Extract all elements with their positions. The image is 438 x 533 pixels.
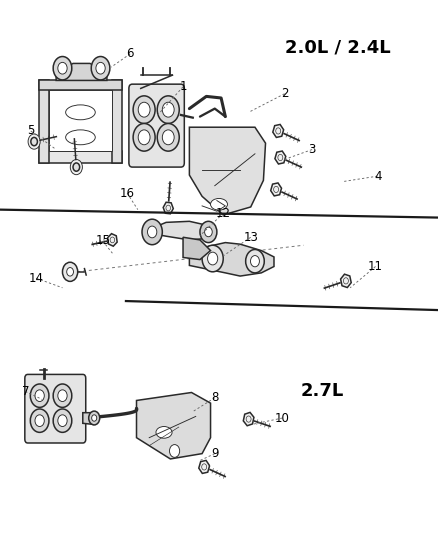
Text: 2.0L / 2.4L: 2.0L / 2.4L: [285, 38, 390, 56]
Polygon shape: [243, 413, 254, 426]
Circle shape: [278, 155, 283, 160]
Polygon shape: [39, 80, 49, 163]
Circle shape: [53, 56, 72, 80]
Circle shape: [35, 415, 44, 426]
Circle shape: [53, 384, 72, 407]
Text: 10: 10: [275, 411, 290, 424]
Circle shape: [58, 415, 67, 426]
Circle shape: [110, 237, 115, 243]
FancyBboxPatch shape: [25, 374, 86, 443]
Circle shape: [70, 159, 82, 175]
Text: 6: 6: [127, 47, 134, 60]
Circle shape: [53, 409, 72, 432]
Circle shape: [251, 255, 259, 267]
Circle shape: [208, 252, 218, 265]
Circle shape: [30, 409, 49, 432]
Circle shape: [133, 96, 155, 124]
Text: 4: 4: [374, 169, 381, 183]
Circle shape: [343, 278, 348, 284]
Polygon shape: [39, 151, 122, 163]
Polygon shape: [271, 183, 282, 196]
Circle shape: [276, 128, 281, 134]
Text: 14: 14: [29, 272, 44, 285]
Ellipse shape: [211, 198, 227, 210]
Circle shape: [133, 124, 155, 151]
Circle shape: [92, 415, 97, 421]
Circle shape: [202, 464, 207, 470]
Circle shape: [91, 56, 110, 80]
Polygon shape: [163, 202, 173, 214]
Ellipse shape: [66, 105, 95, 120]
Circle shape: [73, 163, 80, 171]
Polygon shape: [49, 90, 113, 151]
Circle shape: [89, 411, 100, 425]
Polygon shape: [39, 80, 122, 90]
Circle shape: [30, 384, 49, 407]
Circle shape: [142, 219, 162, 245]
Polygon shape: [143, 221, 215, 240]
Text: 2: 2: [281, 87, 288, 100]
Polygon shape: [108, 233, 117, 246]
Text: 5: 5: [27, 124, 35, 138]
Circle shape: [138, 102, 150, 117]
Circle shape: [162, 130, 174, 145]
Circle shape: [246, 249, 264, 273]
Text: 7: 7: [21, 385, 29, 398]
Polygon shape: [83, 413, 93, 424]
Circle shape: [157, 96, 179, 124]
Circle shape: [28, 134, 40, 149]
Text: 1: 1: [179, 80, 187, 93]
Circle shape: [162, 102, 174, 117]
Circle shape: [138, 130, 150, 145]
Text: 8: 8: [211, 391, 219, 405]
Polygon shape: [199, 461, 210, 473]
Text: 2.7L: 2.7L: [301, 383, 344, 400]
Circle shape: [31, 138, 37, 146]
Circle shape: [157, 124, 179, 151]
Polygon shape: [273, 124, 284, 138]
Text: 9: 9: [211, 447, 219, 460]
Text: 15: 15: [95, 235, 110, 247]
Polygon shape: [137, 392, 211, 459]
Text: 16: 16: [120, 187, 135, 200]
Ellipse shape: [66, 130, 95, 145]
Text: 12: 12: [216, 207, 231, 220]
Polygon shape: [275, 151, 286, 164]
Circle shape: [205, 227, 212, 237]
Polygon shape: [189, 127, 265, 215]
Circle shape: [63, 262, 78, 281]
Circle shape: [148, 226, 157, 238]
Polygon shape: [341, 274, 351, 287]
Text: 11: 11: [368, 260, 383, 273]
Circle shape: [274, 187, 279, 192]
FancyBboxPatch shape: [129, 84, 184, 167]
Circle shape: [200, 221, 217, 243]
Circle shape: [246, 416, 251, 422]
Circle shape: [170, 445, 180, 457]
Circle shape: [58, 62, 67, 74]
Text: 3: 3: [308, 143, 316, 156]
Text: 13: 13: [243, 231, 258, 244]
Polygon shape: [183, 237, 211, 260]
Circle shape: [96, 62, 105, 74]
Polygon shape: [56, 63, 107, 80]
Circle shape: [166, 205, 170, 211]
Circle shape: [58, 390, 67, 401]
Circle shape: [67, 268, 74, 276]
Circle shape: [35, 390, 44, 401]
Polygon shape: [113, 80, 122, 163]
Polygon shape: [189, 243, 274, 276]
Ellipse shape: [156, 426, 172, 438]
Circle shape: [202, 245, 223, 272]
